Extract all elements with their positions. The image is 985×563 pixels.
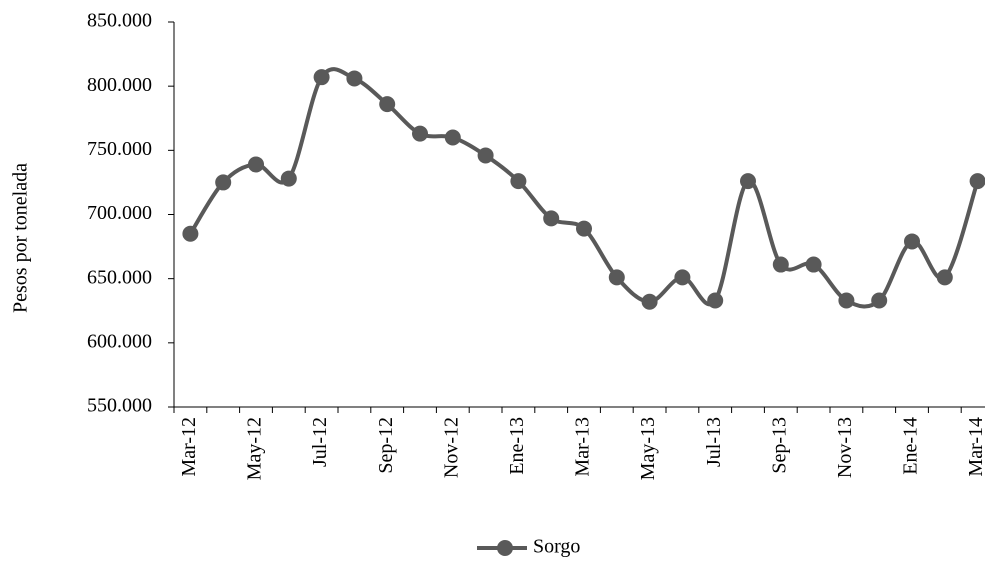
y-axis-title: Pesos por tonelada	[10, 163, 32, 313]
x-tick-label: Mar-13	[572, 417, 594, 477]
point	[772, 256, 789, 273]
x-tick-label: Mar-12	[178, 417, 200, 477]
point	[576, 220, 592, 237]
point	[412, 125, 428, 142]
y-tick-label: 600.000	[87, 330, 152, 352]
point	[477, 147, 494, 164]
x-tick-label: Sep-12	[375, 417, 397, 474]
legend-marker	[497, 540, 513, 556]
point	[543, 210, 560, 227]
point	[280, 170, 297, 187]
y-tick-label: 700.000	[87, 202, 152, 224]
point	[215, 174, 232, 191]
point	[379, 96, 396, 113]
x-tick-label: May-13	[637, 417, 659, 480]
point	[838, 292, 855, 309]
y-tick-label: 550.000	[87, 395, 152, 417]
y-tick-label: 750.000	[87, 138, 152, 160]
point	[444, 129, 461, 146]
x-tick-label: Jul-12	[309, 417, 331, 467]
x-tick-label: Nov-13	[834, 417, 856, 478]
point	[707, 292, 724, 309]
point	[871, 292, 888, 309]
point	[182, 225, 199, 242]
point	[313, 69, 330, 86]
point	[904, 233, 920, 250]
point	[346, 70, 363, 87]
point	[248, 156, 264, 173]
x-tick-label: May-12	[244, 417, 266, 480]
x-tick-label: Nov-12	[440, 417, 462, 478]
series-line	[188, 67, 980, 309]
point	[641, 293, 658, 310]
point	[510, 173, 527, 190]
x-tick-label: Mar-14	[965, 417, 985, 477]
y-tick-label: 800.000	[87, 74, 152, 96]
x-tick-label: Jul-13	[703, 417, 725, 467]
x-tick-label: Ene-14	[900, 417, 922, 475]
legend-label: Sorgo	[533, 536, 580, 558]
point	[805, 256, 822, 273]
point	[936, 269, 953, 286]
point	[740, 173, 756, 190]
point	[674, 269, 691, 286]
y-tick-label: 850.000	[87, 10, 152, 32]
point	[608, 269, 625, 286]
y-tick-label: 650.000	[87, 266, 152, 288]
x-tick-label: Sep-13	[768, 417, 790, 474]
x-tick-label: Ene-13	[506, 417, 528, 475]
point	[969, 173, 985, 190]
